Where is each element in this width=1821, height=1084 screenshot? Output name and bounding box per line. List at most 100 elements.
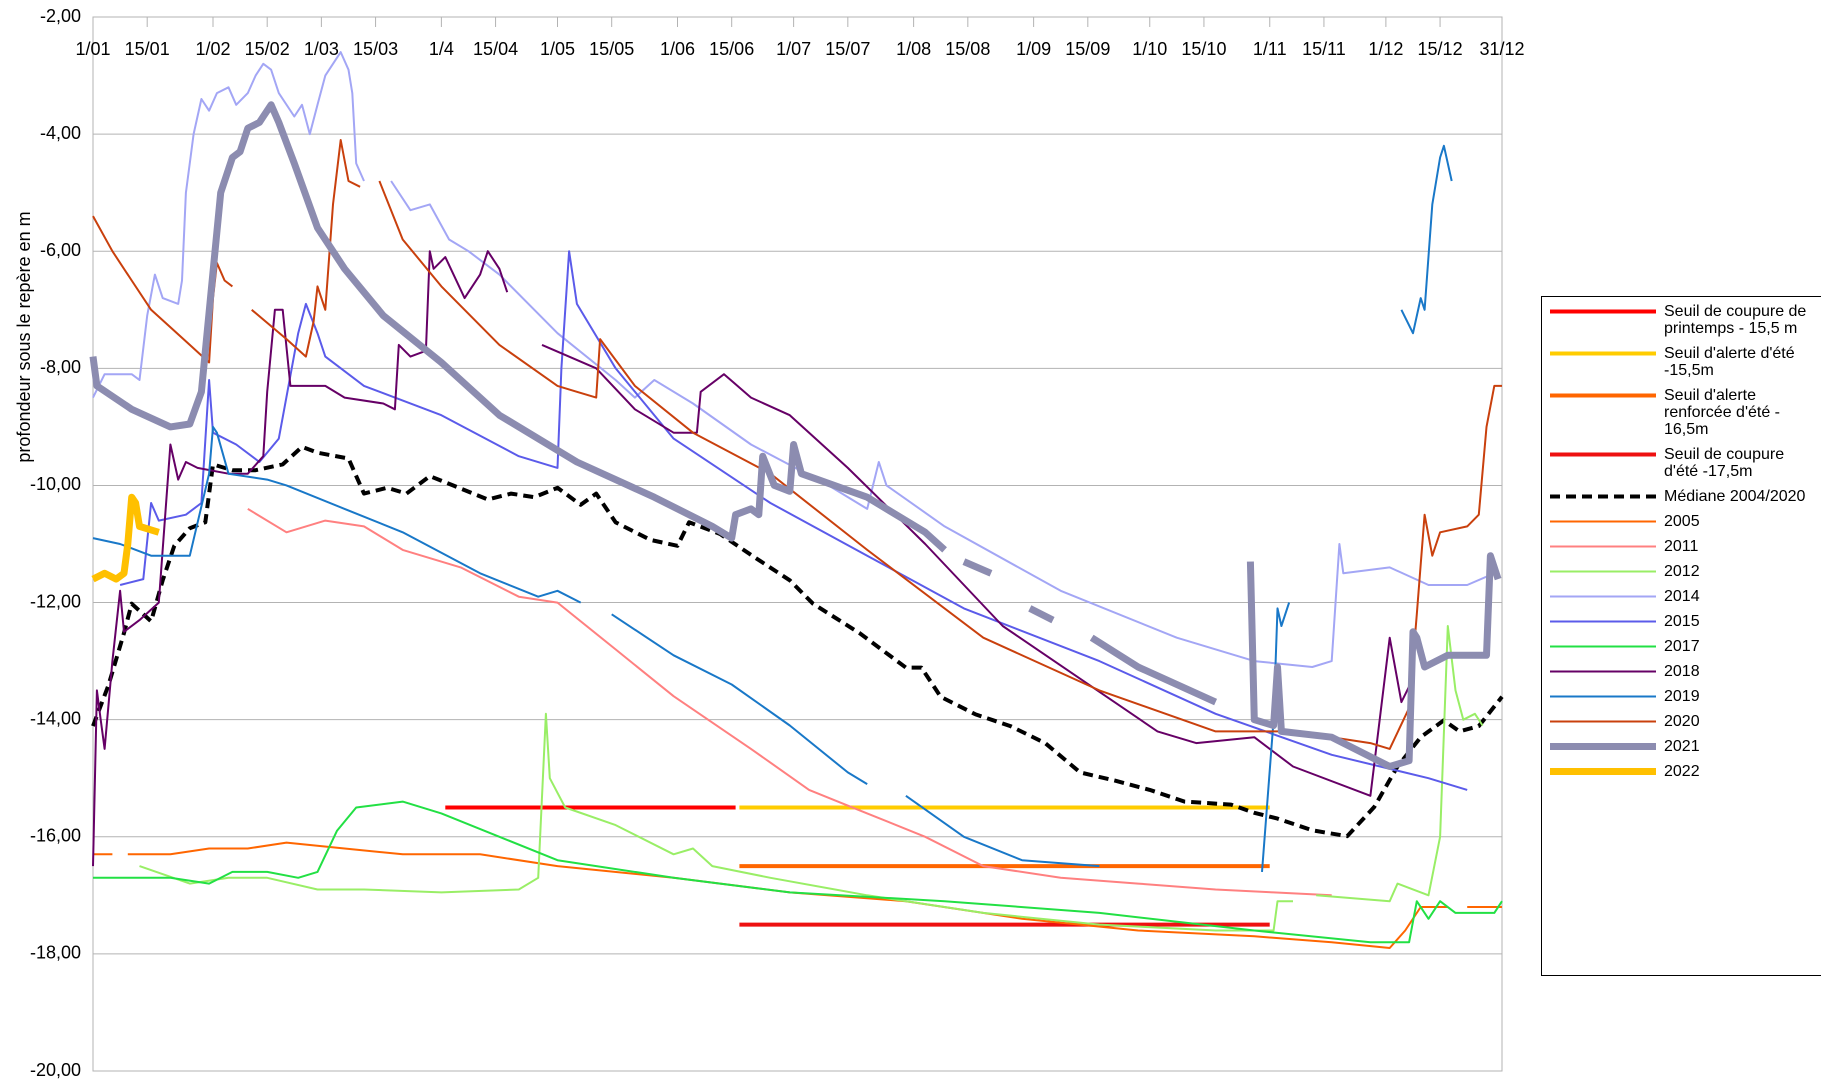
legend-item: Seuil d'alerte d'été -15,5m (1542, 345, 1821, 379)
legend-item: Seuil de coupure de printemps - 15,5 m (1542, 303, 1821, 337)
series-line (92, 139, 1502, 750)
x-tick-label: 15/01 (125, 39, 170, 59)
x-tick-label: 1/07 (776, 39, 811, 59)
legend-swatch (1550, 393, 1656, 398)
legend-label: 2021 (1664, 738, 1700, 755)
legend-label: 2014 (1664, 588, 1700, 605)
x-tick-label: 1/12 (1368, 39, 1403, 59)
legend-item: 2015 (1542, 613, 1821, 630)
series-line (91, 444, 1504, 839)
series-line (92, 250, 1414, 867)
legend-swatch (1550, 351, 1656, 356)
series-line (89, 101, 1502, 770)
legend-label: 2022 (1664, 763, 1700, 780)
series-line (93, 800, 1503, 944)
legend-label: 2017 (1664, 638, 1700, 655)
y-axis-title: profondeur sous le repère en m (14, 211, 34, 462)
y-tick-label: -16,00 (30, 826, 81, 846)
legend-label: 2020 (1664, 713, 1700, 730)
x-tick-label: 1/11 (1253, 39, 1287, 59)
series-line (93, 841, 1502, 949)
x-tick-label: 15/09 (1065, 39, 1110, 59)
y-tick-label: -20,00 (30, 1060, 81, 1080)
x-tick-label: 1/02 (195, 39, 230, 59)
series-line (91, 493, 160, 583)
y-tick-label: -8,00 (40, 357, 81, 377)
x-tick-label: 1/10 (1132, 39, 1167, 59)
x-tick-label: 31/12 (1479, 39, 1524, 59)
x-tick-label: 15/05 (589, 39, 634, 59)
y-tick-label: -12,00 (30, 591, 81, 611)
legend-item: 2012 (1542, 563, 1821, 580)
legend-item: Médiane 2004/2020 (1542, 488, 1821, 505)
legend-item: 2021 (1542, 738, 1821, 755)
legend-swatch (1550, 595, 1656, 598)
plot-frame (92, 16, 1503, 1072)
x-tick-label: 15/07 (825, 39, 870, 59)
x-tick-label: 15/06 (709, 39, 754, 59)
legend-swatch (1550, 494, 1656, 499)
legend-item: 2005 (1542, 513, 1821, 530)
y-tick-label: -14,00 (30, 708, 81, 728)
legend-swatch (1550, 545, 1656, 548)
series-line (92, 144, 1453, 872)
x-tick-label: 1/01 (75, 39, 110, 59)
series-line (247, 508, 1332, 897)
x-tick-label: 15/02 (245, 39, 290, 59)
legend-label: Seuil d'alerte d'été -15,5m (1664, 345, 1795, 379)
y-tick-label: -6,00 (40, 240, 81, 260)
series-line (120, 251, 1502, 796)
legend-swatch (1550, 743, 1656, 750)
x-tick-label: 15/11 (1302, 39, 1346, 59)
legend-item: 2020 (1542, 713, 1821, 730)
legend-swatch (1550, 520, 1656, 523)
legend-item: Seuil de coupure d'été -17,5m (1542, 446, 1821, 480)
x-tick-label: 15/08 (945, 39, 990, 59)
legend-label: Seuil de coupure de printemps - 15,5 m (1664, 303, 1807, 337)
x-tick-label: 1/08 (896, 39, 931, 59)
legend-swatch (1550, 670, 1656, 673)
legend-label: 2012 (1664, 563, 1700, 580)
legend-label: 2019 (1664, 688, 1700, 705)
legend-item: 2017 (1542, 638, 1821, 655)
legend-item: 2022 (1542, 763, 1821, 780)
legend-item: 2011 (1542, 538, 1821, 555)
legend-swatch (1550, 720, 1656, 723)
legend-label: 2015 (1664, 613, 1700, 630)
legend-swatch (1550, 620, 1656, 623)
y-tick-label: -4,00 (40, 123, 81, 143)
legend-label: Seuil d'alerte renforcée d'été - 16,5m (1664, 387, 1781, 438)
legend-item: 2018 (1542, 663, 1821, 680)
series-line (92, 51, 1495, 668)
legend-label: 2005 (1664, 513, 1700, 530)
x-tick-label: 1/03 (304, 39, 339, 59)
legend-swatch (1550, 768, 1656, 775)
x-tick-label: 15/04 (473, 39, 518, 59)
legend-swatch (1550, 570, 1656, 573)
legend-label: Seuil de coupure d'été -17,5m (1664, 446, 1785, 480)
legend-swatch (1550, 309, 1656, 314)
legend-item: 2019 (1542, 688, 1821, 705)
x-tick-label: 15/10 (1181, 39, 1226, 59)
legend-swatch (1550, 645, 1656, 648)
y-tick-label: -2,00 (40, 6, 81, 26)
legend-label: 2018 (1664, 663, 1700, 680)
series-line (139, 625, 1484, 932)
legend: Seuil de coupure de printemps - 15,5 m Se… (1541, 296, 1821, 976)
legend-item: Seuil d'alerte renforcée d'été - 16,5m (1542, 387, 1821, 438)
y-tick-label: -10,00 (30, 474, 81, 494)
legend-label: 2011 (1664, 538, 1699, 555)
x-tick-label: 1/06 (660, 39, 695, 59)
x-tick-label: 15/12 (1418, 39, 1463, 59)
y-tick-label: -18,00 (30, 943, 81, 963)
legend-label: Médiane 2004/2020 (1664, 488, 1806, 505)
x-tick-label: 15/03 (353, 39, 398, 59)
legend-swatch (1550, 695, 1656, 698)
x-tick-label: 1/4 (429, 39, 454, 59)
x-tick-label: 1/05 (540, 39, 575, 59)
legend-item: 2014 (1542, 588, 1821, 605)
x-tick-label: 1/09 (1016, 39, 1051, 59)
legend-swatch (1550, 452, 1656, 457)
